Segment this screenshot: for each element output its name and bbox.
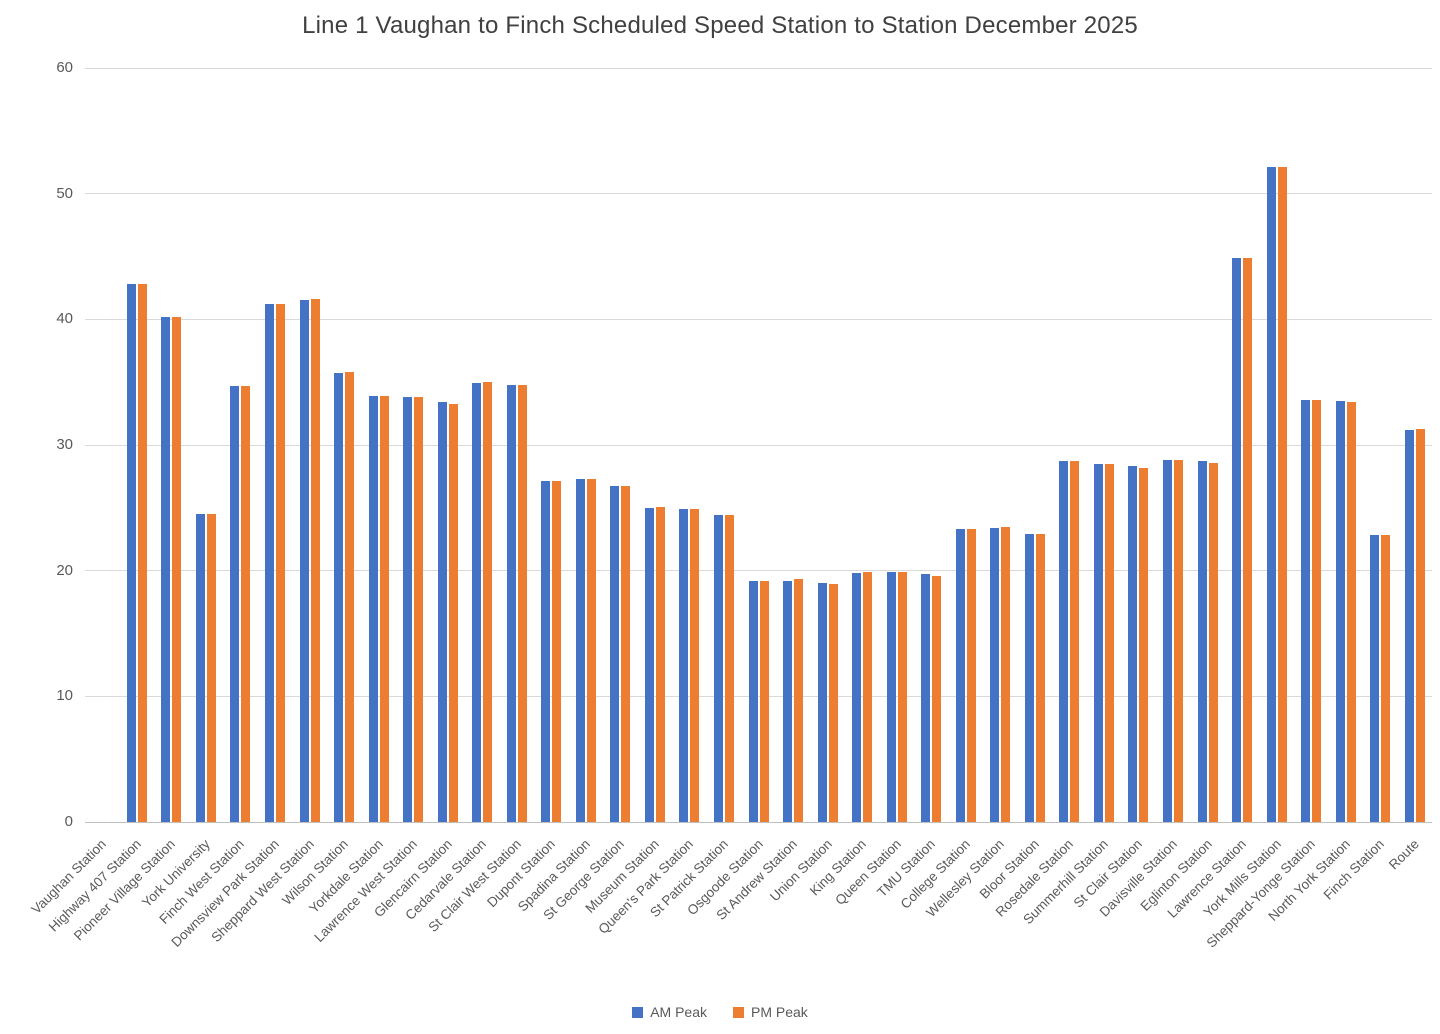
y-axis-tick-label: 10 [56,687,73,705]
bar-pm-peak-sheppard-west-station [310,299,320,822]
bar-pm-peak-finch-station [1381,535,1391,822]
y-axis-tick-label: 40 [56,310,73,328]
gridline [85,67,1432,69]
bar-am-peak-queen-station [886,571,896,822]
bar-am-peak-king-station [852,573,862,822]
bar-pm-peak-sheppard-yonge-station [1312,399,1322,822]
bar-pm-peak-eglinton-station [1208,462,1218,822]
chart-legend: AM Peak PM Peak [0,1004,1440,1020]
legend-label: AM Peak [650,1004,707,1020]
bar-pm-peak-lawrence-station [1243,257,1253,822]
bar-pm-peak-st-clair-station [1139,467,1149,822]
chart-title: Line 1 Vaughan to Finch Scheduled Speed … [302,12,1138,39]
bar-pm-peak-st-patrick-station [724,515,734,822]
bar-pm-peak-queen-station [897,571,907,822]
bar-pm-peak-finch-west-station [241,385,251,822]
bar-pm-peak-north-york-station [1346,402,1356,822]
bar-pm-peak-highway-407-station [137,284,147,822]
bar-am-peak-pioneer-village-station [161,316,171,822]
y-axis-tick-label: 30 [56,436,73,453]
y-axis-tick-label: 60 [56,59,73,76]
bar-pm-peak-summerhill-station [1104,463,1114,822]
bar-pm-peak-st-andrew-station [794,579,804,822]
bar-pm-peak-tmu-station [932,575,942,822]
bar-am-peak-sheppard-west-station [299,300,309,822]
legend-swatch-icon [733,1006,744,1018]
gridline [85,570,1432,572]
bar-am-peak-sheppard-yonge-station [1301,399,1311,822]
bar-pm-peak-wellesley-station [1001,526,1011,822]
bar-pm-peak-davisville-station [1173,460,1183,822]
bar-pm-peak-king-station [863,571,873,822]
bar-am-peak-spadina-station [575,478,585,822]
bar-pm-peak-queen-s-park-station [690,509,700,822]
bar-am-peak-highway-407-station [126,284,136,822]
bar-am-peak-downsview-park-station [264,304,274,822]
bar-am-peak-lawrence-west-station [403,397,413,822]
bar-am-peak-st-andrew-station [783,580,793,822]
bar-am-peak-finch-west-station [230,385,240,822]
bar-pm-peak-bloor-station [1035,534,1045,822]
bar-am-peak-davisville-station [1162,460,1172,822]
bar-am-peak-dupont-station [541,481,551,822]
bar-pm-peak-dupont-station [552,481,562,822]
bar-am-peak-finch-station [1370,535,1380,822]
bar-am-peak-rosedale-station [1059,461,1069,822]
bar-pm-peak-wilson-station [345,372,355,822]
bar-am-peak-route [1404,429,1414,822]
gridline [85,193,1432,195]
y-axis-tick-label: 0 [64,813,73,830]
gridline [85,318,1432,320]
bar-am-peak-st-clair-station [1128,466,1138,822]
legend-item-am-peak: AM Peak [632,1004,707,1020]
bar-pm-peak-downsview-park-station [275,304,285,822]
bar-pm-peak-pioneer-village-station [172,316,182,822]
bar-am-peak-eglinton-station [1197,461,1207,822]
legend-label: PM Peak [751,1004,808,1020]
bar-pm-peak-college-station [966,529,976,822]
bar-am-peak-tmu-station [921,574,931,822]
bar-am-peak-museum-station [644,507,654,822]
bar-pm-peak-st-george-station [621,486,631,822]
legend-item-pm-peak: PM Peak [733,1004,808,1020]
bar-am-peak-lawrence-station [1232,257,1242,822]
bar-am-peak-st-patrick-station [713,515,723,822]
bar-am-peak-york-university [195,514,205,822]
bar-pm-peak-route [1415,428,1425,822]
bar-pm-peak-cedarvale-station [483,382,493,822]
bar-am-peak-college-station [955,529,965,822]
gridline [85,695,1432,697]
bar-am-peak-osgoode-station [748,580,758,822]
bar-am-peak-cedarvale-station [472,383,482,822]
bar-pm-peak-rosedale-station [1070,461,1080,822]
bar-am-peak-north-york-station [1335,401,1345,822]
x-axis-line [85,821,1432,823]
bar-am-peak-queen-s-park-station [679,509,689,822]
bar-pm-peak-glencairn-station [448,403,458,822]
bar-am-peak-yorkdale-station [368,395,378,822]
bar-pm-peak-yorkdale-station [379,395,389,822]
gridline [85,444,1432,446]
y-axis-tick-label: 50 [56,184,73,202]
bar-pm-peak-union-station [828,584,838,822]
bar-am-peak-bloor-station [1024,534,1034,822]
bar-am-peak-summerhill-station [1093,463,1103,822]
bar-am-peak-wilson-station [334,373,344,822]
bar-am-peak-union-station [817,583,827,822]
bar-pm-peak-osgoode-station [759,580,769,822]
legend-swatch-icon [632,1006,644,1018]
bar-am-peak-glencairn-station [437,402,447,822]
bar-am-peak-st-george-station [610,486,620,822]
bar-pm-peak-spadina-station [586,478,596,822]
bar-pm-peak-museum-station [655,506,665,822]
bar-pm-peak-york-university [206,514,216,822]
y-axis-tick-label: 20 [56,561,73,579]
bar-am-peak-wellesley-station [990,527,1000,822]
bar-pm-peak-york-mills-station [1277,167,1287,822]
bar-am-peak-york-mills-station [1266,167,1276,822]
bar-am-peak-st-clair-west-station [506,384,516,822]
bar-pm-peak-st-clair-west-station [517,384,527,822]
bar-pm-peak-lawrence-west-station [414,397,424,822]
